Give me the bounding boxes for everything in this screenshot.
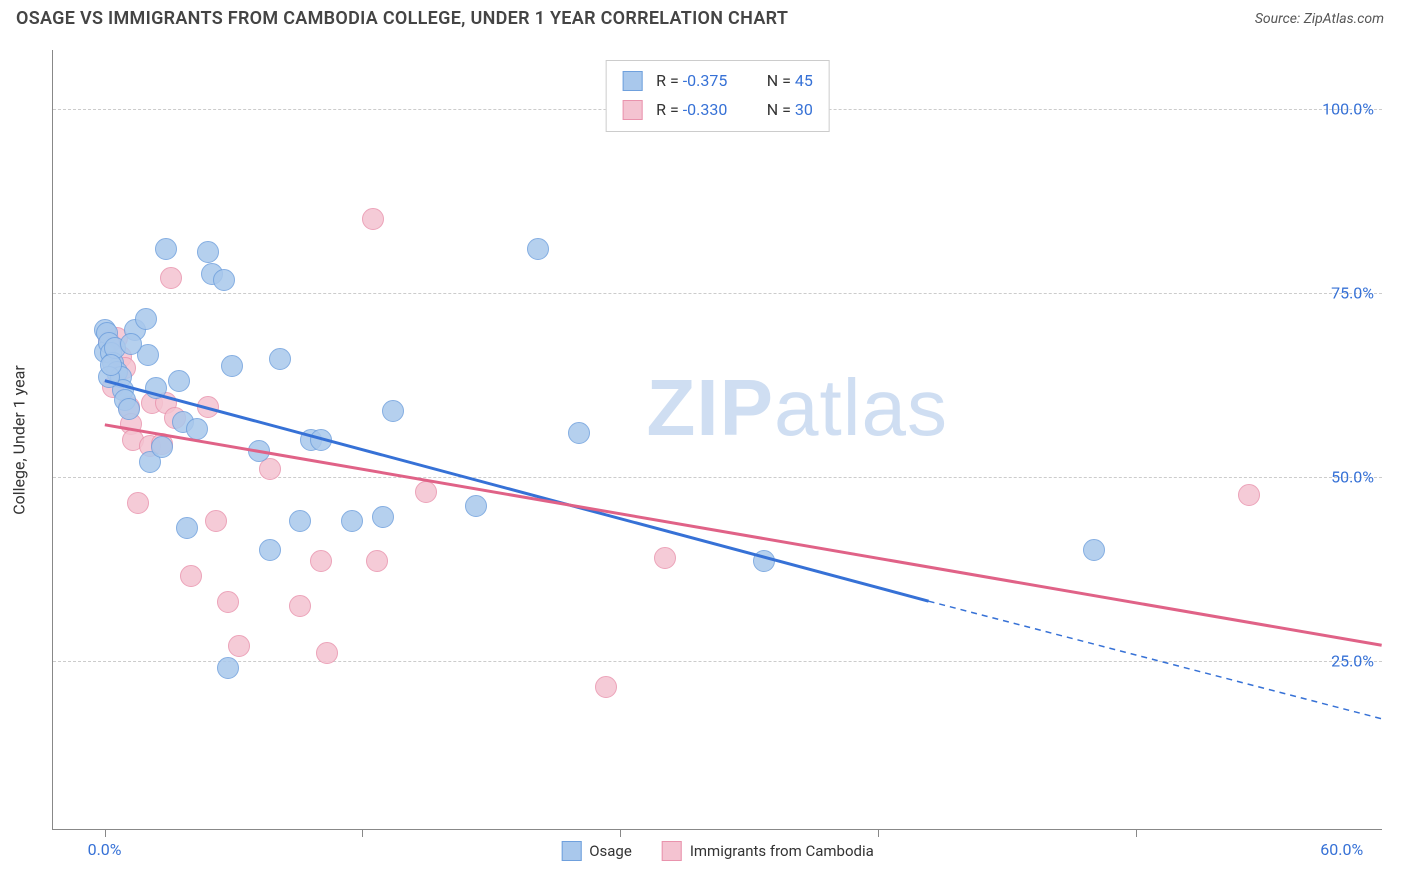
point-osage	[568, 422, 590, 444]
xtick-label: 0.0%	[88, 840, 122, 859]
point-cambodia	[205, 510, 227, 532]
legend-item-osage: Osage	[561, 841, 632, 861]
point-osage	[176, 517, 198, 539]
swatch-cambodia	[622, 100, 642, 120]
point-cambodia	[362, 208, 384, 230]
point-osage	[151, 436, 173, 458]
point-osage	[100, 354, 122, 376]
point-osage	[372, 506, 394, 528]
legend-item-cambodia: Immigrants from Cambodia	[662, 841, 874, 861]
point-osage	[341, 510, 363, 532]
point-cambodia	[289, 595, 311, 617]
point-cambodia	[310, 550, 332, 572]
point-osage	[120, 333, 142, 355]
point-osage	[118, 398, 140, 420]
xtick	[362, 829, 363, 837]
point-cambodia	[316, 642, 338, 664]
swatch-osage-icon	[561, 841, 581, 861]
point-cambodia	[180, 565, 202, 587]
point-cambodia	[595, 676, 617, 698]
ytick-label: 25.0%	[1331, 651, 1374, 670]
point-cambodia	[259, 458, 281, 480]
point-osage	[145, 377, 167, 399]
swatch-cambodia-icon	[662, 841, 682, 861]
point-cambodia	[415, 481, 437, 503]
gridline-h	[53, 477, 1382, 478]
point-cambodia	[366, 550, 388, 572]
plot-area: College, Under 1 year 25.0%50.0%75.0%100…	[52, 50, 1382, 830]
chart-title: OSAGE VS IMMIGRANTS FROM CAMBODIA COLLEG…	[16, 8, 788, 29]
point-osage	[217, 657, 239, 679]
point-osage	[221, 355, 243, 377]
trend-lines	[53, 50, 1382, 829]
point-osage	[197, 241, 219, 263]
ytick-label: 100.0%	[1322, 99, 1374, 118]
point-cambodia	[217, 591, 239, 613]
point-osage	[753, 550, 775, 572]
series-legend: Osage Immigrants from Cambodia	[561, 841, 874, 861]
point-osage	[269, 348, 291, 370]
point-cambodia	[1238, 484, 1260, 506]
xtick	[105, 829, 106, 837]
point-osage	[213, 269, 235, 291]
source-attribution: Source: ZipAtlas.com	[1255, 11, 1384, 27]
point-osage	[527, 238, 549, 260]
xtick	[878, 829, 879, 837]
xtick	[1136, 829, 1137, 837]
y-axis-label: College, Under 1 year	[10, 365, 29, 515]
gridline-h	[53, 661, 1382, 662]
gridline-h	[53, 293, 1382, 294]
xtick-label: 60.0%	[1320, 840, 1363, 859]
stats-legend: R = -0.375 N = 45 R = -0.330 N = 30	[605, 60, 830, 132]
point-osage	[168, 370, 190, 392]
point-osage	[259, 539, 281, 561]
point-osage	[289, 510, 311, 532]
point-osage	[248, 440, 270, 462]
point-cambodia	[127, 492, 149, 514]
point-osage	[135, 308, 157, 330]
point-osage	[186, 418, 208, 440]
ytick-label: 50.0%	[1331, 467, 1374, 486]
point-cambodia	[654, 547, 676, 569]
point-osage	[155, 238, 177, 260]
point-osage	[382, 400, 404, 422]
point-cambodia	[160, 267, 182, 289]
point-osage	[465, 495, 487, 517]
point-osage	[1083, 539, 1105, 561]
stats-row-osage: R = -0.375 N = 45	[622, 67, 813, 96]
watermark: ZIPatlas	[647, 362, 948, 454]
ytick-label: 75.0%	[1331, 283, 1374, 302]
point-cambodia	[228, 635, 250, 657]
point-cambodia	[197, 396, 219, 418]
point-osage	[310, 429, 332, 451]
stats-row-cambodia: R = -0.330 N = 30	[622, 96, 813, 125]
xtick	[620, 829, 621, 837]
swatch-osage	[622, 71, 642, 91]
